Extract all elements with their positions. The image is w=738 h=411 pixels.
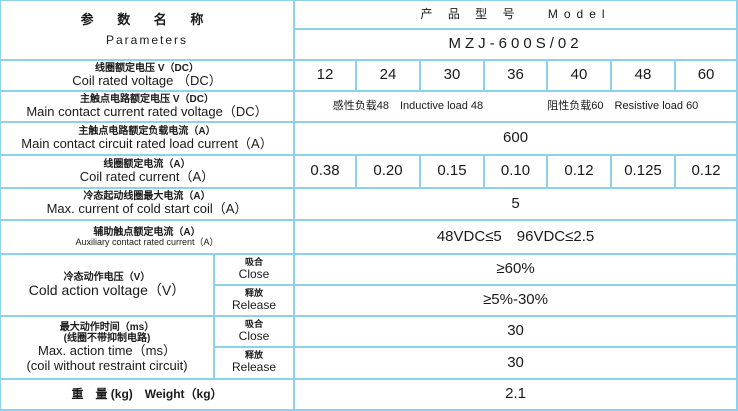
close-zh: 吸合: [244, 318, 263, 329]
close-en: Close: [238, 266, 270, 281]
label-en-note: (coil without restraint circuit): [26, 357, 188, 373]
label: 线圈额定电压 V（DC） Coil rated voltage （DC）: [0, 59, 295, 92]
cell: 12: [293, 59, 357, 92]
cell: 36: [483, 59, 548, 92]
resistive-load: 阻性负载60 Resistive load 60: [547, 100, 699, 113]
row-weight: 重 量 (kg) Weight（kg） 2.1: [0, 378, 738, 411]
cell: 30: [292, 315, 738, 348]
label: 冷态起动线圈最大电流（A） Max. current of cold start …: [0, 187, 295, 221]
label: 主触点电路额定电压 V（DC） Main contact current rate…: [0, 90, 295, 123]
release-en: Release: [231, 297, 277, 312]
cell: 0.12: [673, 154, 738, 189]
row-cold-action-release: 释放 Release ≥5%-30%: [0, 284, 738, 317]
label-zh: 主触点电路额定电压 V（DC）: [80, 93, 214, 105]
cell: 48VDC≤5 96VDC≤2.5: [292, 219, 738, 255]
row-aux-current: 辅助触点额定电流（A） Auxiliary contact rated curre…: [0, 219, 738, 255]
row-action-time-close: 最大动作时间（ms） (线圈不带抑制电路) Max. action time（m…: [0, 315, 738, 380]
label-en: Coil rated current（A）: [79, 168, 215, 184]
weight-label: 重 量 (kg) Weight（kg）: [71, 386, 223, 401]
label: 重 量 (kg) Weight（kg）: [0, 378, 295, 411]
release-label: 释放 Release: [213, 284, 295, 317]
cell: 0.10: [483, 154, 548, 189]
release-zh: 释放: [244, 350, 263, 361]
label: 最大动作时间（ms） (线圈不带抑制电路) Max. action time（m…: [0, 315, 215, 380]
label-zh: 主触点电路额定负载电流（A）: [78, 125, 216, 137]
cell: 0.15: [419, 154, 485, 189]
close-label: 吸合 Close: [213, 253, 295, 286]
cell: 2.1: [292, 378, 738, 411]
label-zh-note: (线圈不带抑制电路): [63, 333, 151, 345]
label-en: Cold action voltage（V）: [28, 281, 186, 298]
cell: 30: [292, 346, 738, 380]
label-en: Coil rated voltage （DC）: [72, 72, 222, 88]
label: 线圈额定电流（A） Coil rated current（A）: [0, 154, 295, 189]
label-en: Max. action time（ms）: [38, 343, 176, 359]
label-en: Auxiliary contact rated current（A）: [75, 236, 219, 247]
label-zh: 线圈额定电压 V（DC）: [95, 62, 199, 74]
cell: 30: [419, 59, 485, 92]
model-value: MZJ-600S/02: [292, 28, 738, 61]
label-en: Main contact current rated voltage（DC）: [26, 103, 268, 119]
cell: 0.38: [293, 154, 357, 189]
row-main-current: 主触点电路额定负载电流（A） Main contact circuit rated…: [0, 121, 738, 156]
label-zh: 最大动作时间（ms）: [59, 322, 155, 334]
row-cold-action-close: 冷态动作电压（V） Cold action voltage（V） 吸合 Close …: [0, 253, 738, 317]
cell: 5: [292, 187, 738, 221]
inductive-load: 感性负载48 Inductive load 48: [332, 100, 484, 113]
label-zh: 线圈额定电流（A）: [103, 158, 191, 170]
cell: 0.12: [546, 154, 612, 189]
release-en: Release: [231, 360, 277, 375]
cell: ≥60%: [292, 253, 738, 286]
cell: 600: [292, 121, 738, 156]
cell: 60: [673, 59, 738, 92]
label: 主触点电路额定负载电流（A） Main contact circuit rated…: [0, 121, 295, 156]
label-zh: 冷态动作电压（V）: [63, 271, 151, 283]
parameters-header: 参 数 名 称 Parameters: [0, 0, 295, 61]
parameters-zh: 参 数 名 称: [80, 12, 214, 28]
parameters-en: Parameters: [105, 32, 189, 47]
cell: 24: [355, 59, 421, 92]
label-zh: 辅助触点额定电流（A）: [93, 226, 201, 238]
close-en: Close: [238, 328, 270, 343]
cell: 0.20: [355, 154, 421, 189]
row-coil-voltage: 线圈额定电压 V（DC） Coil rated voltage （DC） 12 2…: [0, 59, 738, 92]
cell: 48: [610, 59, 676, 92]
release-label: 释放 Release: [213, 346, 295, 380]
label: 辅助触点额定电流（A） Auxiliary contact rated curre…: [0, 219, 295, 255]
row-cold-start: 冷态起动线圈最大电流（A） Max. current of cold start …: [0, 187, 738, 221]
row-action-time-release: 释放 Release 30: [0, 346, 738, 380]
close-zh: 吸合: [244, 256, 263, 267]
cell: 感性负载48 Inductive load 48 阻性负载60 Resistiv…: [292, 90, 738, 123]
label-zh: 冷态起动线圈最大电流（A）: [83, 191, 211, 203]
cell: 0.125: [610, 154, 676, 189]
release-zh: 释放: [244, 287, 263, 298]
label: 冷态动作电压（V） Cold action voltage（V）: [0, 253, 215, 317]
cell: 40: [546, 59, 612, 92]
close-label: 吸合 Close: [213, 315, 295, 348]
row-coil-current: 线圈额定电流（A） Coil rated current（A） 0.38 0.20…: [0, 154, 738, 189]
label-en: Max. current of cold start coil（A）: [46, 201, 248, 217]
row-main-voltage: 主触点电路额定电压 V（DC） Main contact current rate…: [0, 90, 738, 123]
cell: ≥5%-30%: [292, 284, 738, 317]
model-label: 产 品 型 号 Model: [292, 0, 738, 30]
label-en: Main contact circuit rated load current（…: [21, 135, 273, 151]
